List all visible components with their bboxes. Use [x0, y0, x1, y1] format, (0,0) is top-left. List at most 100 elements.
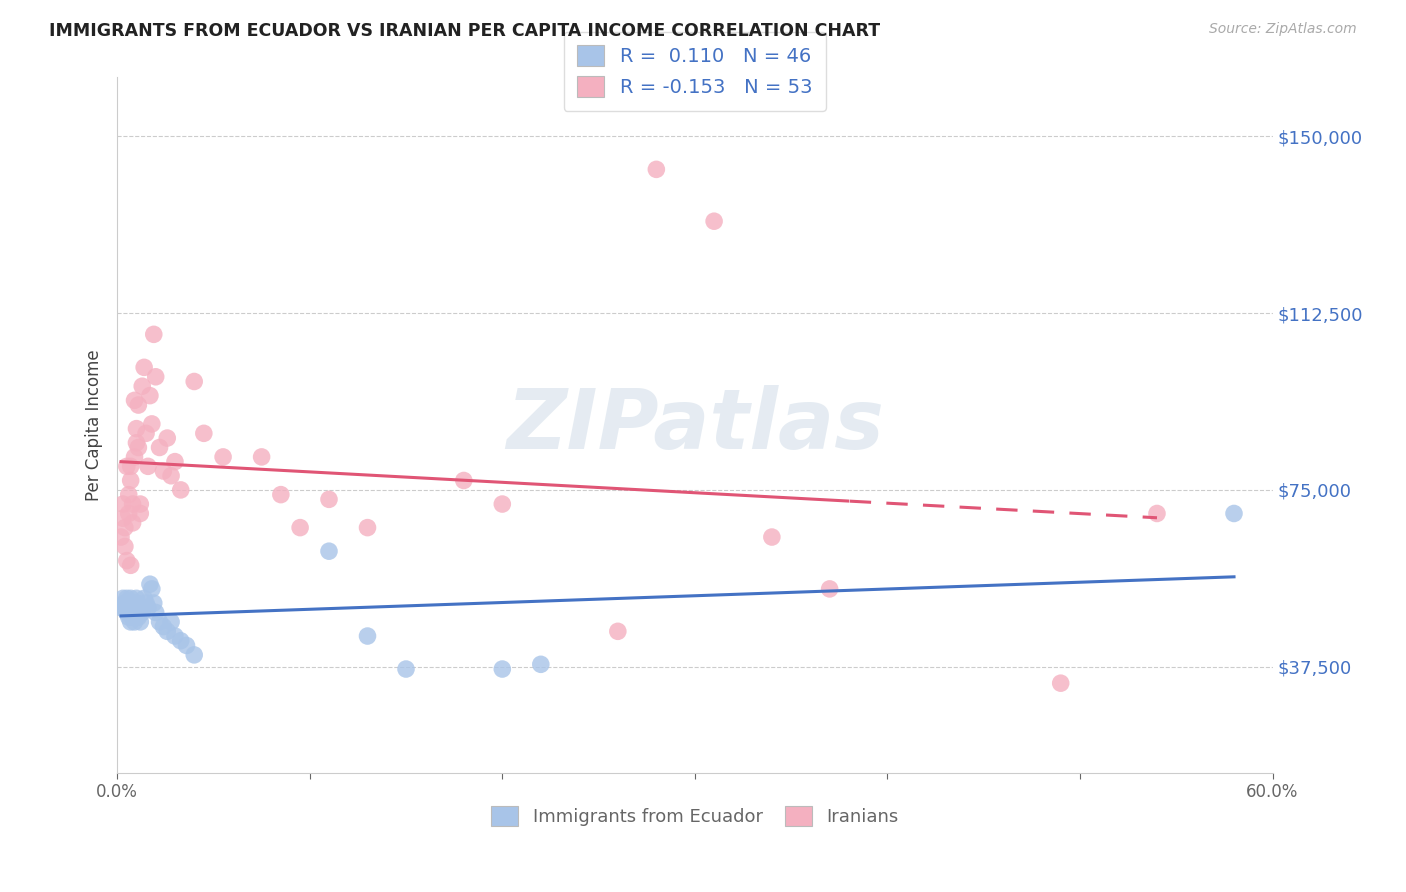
- Point: [356, 521, 378, 535]
- Point: [110, 530, 132, 544]
- Point: [491, 662, 513, 676]
- Point: [115, 553, 138, 567]
- Text: Source: ZipAtlas.com: Source: ZipAtlas.com: [1209, 22, 1357, 37]
- Point: [134, 360, 156, 375]
- Point: [120, 615, 142, 629]
- Point: [141, 417, 163, 431]
- Point: [125, 606, 148, 620]
- Point: [125, 591, 148, 606]
- Point: [491, 497, 513, 511]
- Point: [145, 369, 167, 384]
- Point: [212, 450, 235, 464]
- Point: [142, 596, 165, 610]
- Point: [124, 393, 146, 408]
- Point: [115, 606, 138, 620]
- Point: [318, 544, 340, 558]
- Point: [127, 441, 149, 455]
- Point: [110, 600, 132, 615]
- Point: [250, 450, 273, 464]
- Point: [114, 596, 136, 610]
- Point: [127, 610, 149, 624]
- Point: [118, 507, 141, 521]
- Point: [111, 591, 134, 606]
- Text: IMMIGRANTS FROM ECUADOR VS IRANIAN PER CAPITA INCOME CORRELATION CHART: IMMIGRANTS FROM ECUADOR VS IRANIAN PER C…: [49, 22, 880, 40]
- Point: [121, 497, 143, 511]
- Point: [148, 615, 170, 629]
- Point: [134, 591, 156, 606]
- Point: [129, 507, 152, 521]
- Point: [170, 633, 193, 648]
- Point: [118, 610, 141, 624]
- Point: [183, 648, 205, 662]
- Point: [129, 497, 152, 511]
- Point: [395, 662, 418, 676]
- Point: [453, 474, 475, 488]
- Point: [356, 629, 378, 643]
- Point: [131, 379, 153, 393]
- Point: [160, 468, 183, 483]
- Point: [135, 426, 157, 441]
- Point: [1146, 507, 1168, 521]
- Point: [121, 610, 143, 624]
- Point: [183, 375, 205, 389]
- Point: [125, 596, 148, 610]
- Point: [114, 600, 136, 615]
- Point: [120, 600, 142, 615]
- Point: [152, 464, 174, 478]
- Point: [645, 162, 668, 177]
- Point: [145, 606, 167, 620]
- Point: [1049, 676, 1071, 690]
- Point: [121, 606, 143, 620]
- Point: [129, 600, 152, 615]
- Point: [115, 459, 138, 474]
- Point: [121, 516, 143, 530]
- Point: [129, 615, 152, 629]
- Point: [703, 214, 725, 228]
- Y-axis label: Per Capita Income: Per Capita Income: [86, 350, 103, 501]
- Point: [120, 459, 142, 474]
- Point: [124, 450, 146, 464]
- Point: [114, 521, 136, 535]
- Point: [115, 591, 138, 606]
- Point: [148, 441, 170, 455]
- Point: [118, 488, 141, 502]
- Point: [160, 615, 183, 629]
- Point: [124, 600, 146, 615]
- Point: [176, 639, 198, 653]
- Point: [156, 624, 179, 639]
- Point: [170, 483, 193, 497]
- Point: [120, 558, 142, 573]
- Point: [152, 619, 174, 633]
- Point: [142, 327, 165, 342]
- Point: [118, 596, 141, 610]
- Point: [318, 492, 340, 507]
- Point: [124, 615, 146, 629]
- Point: [156, 431, 179, 445]
- Point: [131, 606, 153, 620]
- Point: [139, 389, 162, 403]
- Point: [136, 600, 159, 615]
- Point: [120, 591, 142, 606]
- Point: [193, 426, 215, 441]
- Point: [288, 521, 311, 535]
- Text: ZIPatlas: ZIPatlas: [506, 384, 884, 466]
- Point: [111, 511, 134, 525]
- Point: [125, 422, 148, 436]
- Point: [114, 540, 136, 554]
- Point: [1223, 507, 1246, 521]
- Point: [127, 600, 149, 615]
- Point: [163, 629, 186, 643]
- Point: [818, 582, 841, 596]
- Point: [135, 596, 157, 610]
- Point: [127, 398, 149, 412]
- Point: [121, 596, 143, 610]
- Point: [120, 474, 142, 488]
- Point: [139, 577, 162, 591]
- Point: [270, 488, 292, 502]
- Point: [141, 582, 163, 596]
- Point: [136, 459, 159, 474]
- Point: [761, 530, 783, 544]
- Point: [530, 657, 553, 672]
- Legend: Immigrants from Ecuador, Iranians: Immigrants from Ecuador, Iranians: [484, 799, 905, 833]
- Point: [111, 497, 134, 511]
